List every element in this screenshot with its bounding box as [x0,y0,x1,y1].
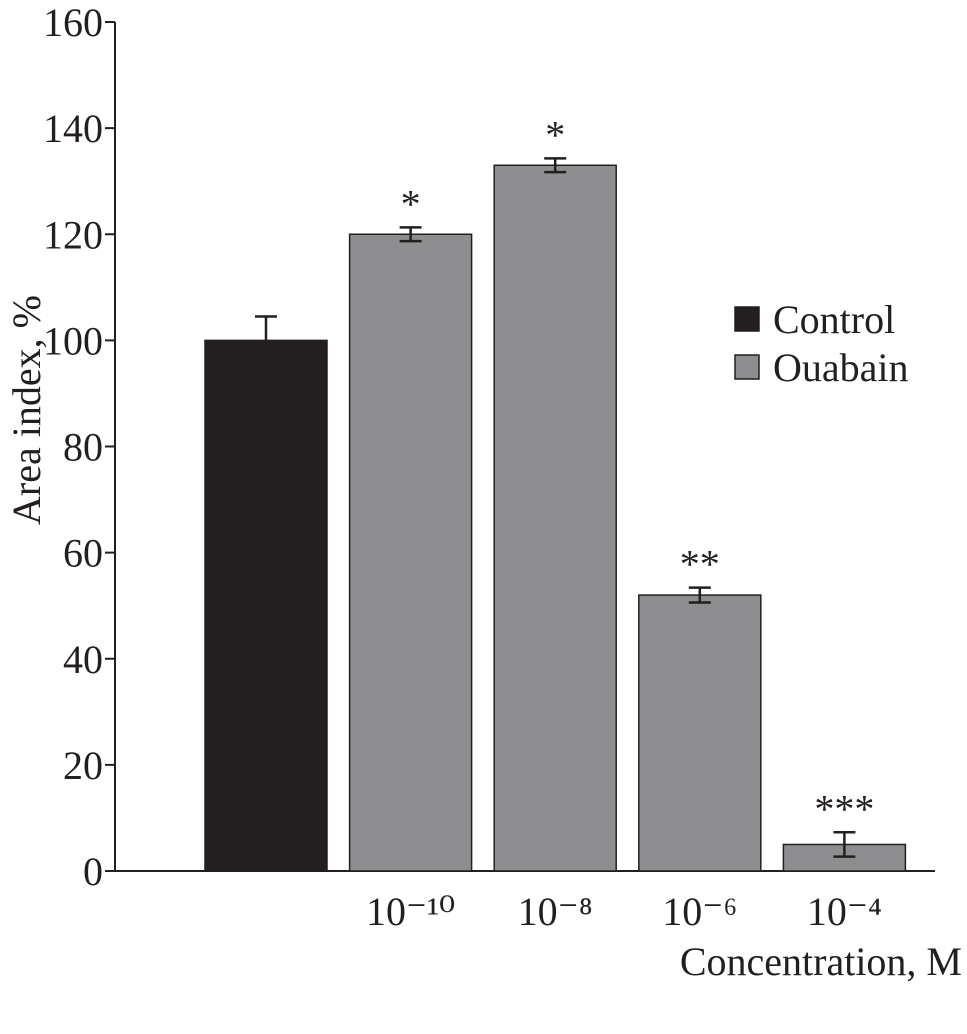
error-bar [688,586,711,604]
y-tick-label: 0 [83,849,103,894]
x-tick-label: 10⁻⁴ [807,889,882,934]
x-tick-label: 10⁻¹⁰ [366,889,455,934]
error-bar [544,157,567,174]
bar [638,594,762,872]
x-tick-label: 10⁻⁸ [518,889,593,934]
y-tick-label: 40 [63,637,103,682]
x-tick-label: 10⁻⁶ [662,889,737,934]
error-bar [399,226,422,243]
y-tick-label: 140 [43,106,103,151]
legend-label: Control [773,297,895,342]
bar [348,233,473,872]
error-bar [833,831,856,858]
x-axis-label: Concentration, M [680,939,962,984]
y-tick-label: 160 [43,0,103,45]
bar [204,339,328,872]
y-tick-label: 60 [63,531,103,576]
legend-swatch [734,306,760,332]
y-tick-label: 20 [63,743,103,788]
legend-swatch [734,354,760,380]
significance-label: ** [680,542,720,587]
y-tick-label: 100 [43,318,103,363]
error-bar [255,315,277,366]
y-tick-label: 80 [63,425,103,470]
significance-label: * [545,112,565,157]
legend-label: Ouabain [773,345,909,390]
significance-label: * [401,181,421,226]
bar [493,164,617,872]
significance-label: *** [814,786,874,831]
y-axis-label: Area index, % [4,295,49,525]
y-tick-label: 120 [43,212,103,257]
